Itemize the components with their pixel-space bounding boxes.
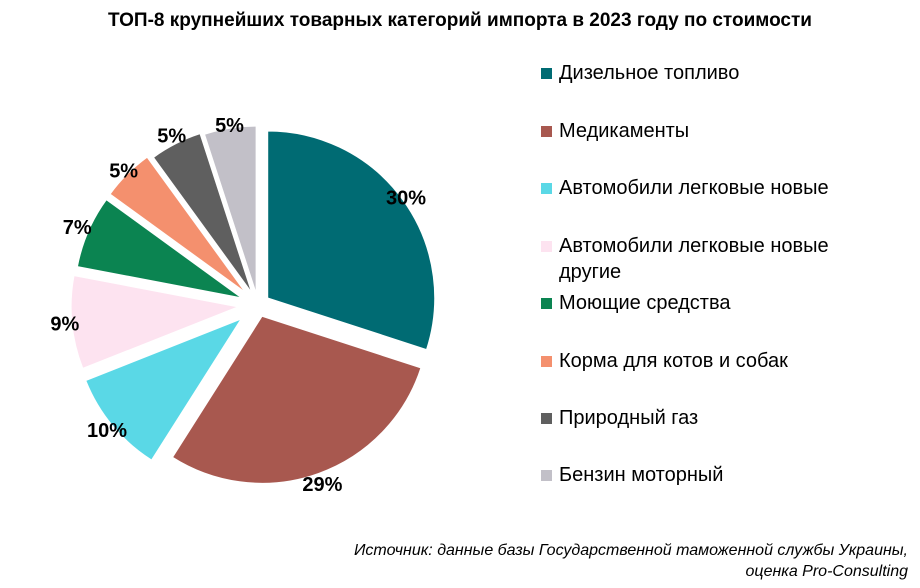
legend-item: Автомобили легковые новые — [541, 175, 829, 201]
legend-item: Автомобили легковые новые другие — [541, 233, 884, 285]
slice-percent-label: 30% — [386, 187, 426, 209]
legend-item: Природный газ — [541, 405, 698, 431]
legend-label: Моющие средства — [559, 292, 731, 314]
slice-percent-label: 29% — [302, 474, 342, 496]
legend-swatch — [541, 356, 552, 367]
source-note: Источник: данные базы Государственной та… — [354, 540, 908, 582]
legend-swatch — [541, 68, 552, 79]
legend-label: Природный газ — [559, 407, 699, 429]
legend-swatch — [541, 470, 552, 481]
pie-chart: 30% 29% 10% 9% 7% 5% 5% 5% — [50, 115, 436, 496]
slice-percent-label: 9% — [50, 313, 79, 335]
source-line-2: оценка Pro-Consulting — [745, 563, 908, 580]
pie-slice — [109, 156, 246, 293]
pie-slice — [152, 133, 253, 293]
legend-label: Дизельное топливо — [559, 62, 740, 84]
pie-slice — [85, 317, 243, 461]
pie-slice — [203, 125, 257, 294]
legend-item: Корма для котов и собак — [541, 348, 788, 374]
legend-item: Бензин моторный — [541, 462, 723, 488]
legend-swatch — [541, 298, 552, 309]
pie-slice — [70, 275, 240, 370]
source-line-1: Источник: данные базы Государственной та… — [353, 542, 908, 559]
pie-slice — [267, 130, 436, 351]
chart-title: ТОП-8 крупнейших товарных категорий импо… — [108, 10, 812, 31]
legend-item: Медикаменты — [541, 118, 689, 144]
legend-swatch — [541, 126, 552, 137]
slice-percent-label: 10% — [87, 420, 127, 442]
legend-swatch — [541, 413, 552, 424]
pie-slice — [171, 315, 422, 484]
legend-label: Автомобили легковые новые другие — [559, 235, 829, 283]
legend-item: Моющие средства — [541, 290, 730, 316]
legend-swatch — [541, 183, 552, 194]
pie-slice — [76, 198, 242, 299]
legend-label: Медикаменты — [559, 120, 690, 142]
legend-label: Автомобили легковые новые — [559, 177, 829, 199]
slice-percent-label: 5% — [109, 161, 138, 183]
legend-swatch — [541, 241, 552, 252]
slice-percent-label: 5% — [157, 126, 186, 148]
legend-label: Бензин моторный — [559, 464, 724, 486]
slice-percent-label: 7% — [63, 217, 92, 239]
slice-percent-label: 5% — [215, 115, 244, 137]
legend-item: Дизельное топливо — [541, 60, 739, 86]
legend-label: Корма для котов и собак — [559, 350, 788, 372]
